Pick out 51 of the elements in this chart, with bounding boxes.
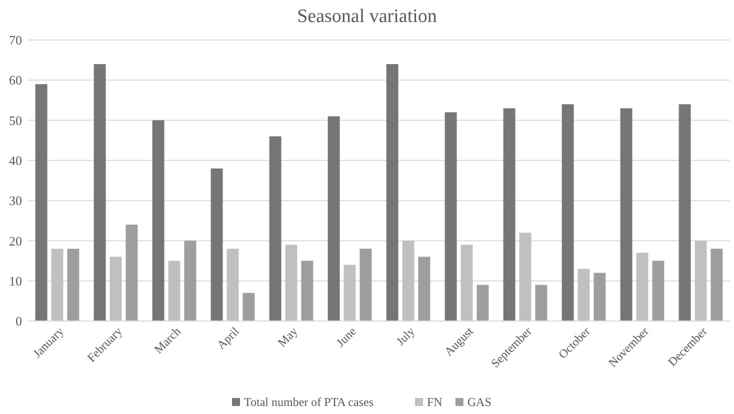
- y-tick-label: 50: [9, 112, 22, 128]
- bar: [226, 248, 239, 321]
- bar: [386, 64, 398, 321]
- bar: [694, 240, 707, 321]
- bar: [535, 284, 548, 321]
- bar: [418, 256, 430, 321]
- bar: [636, 252, 648, 321]
- bar: [360, 248, 372, 321]
- bar: [344, 264, 356, 321]
- bar: [301, 260, 314, 321]
- x-tick-label: June: [333, 324, 359, 350]
- x-tick-label: May: [274, 324, 300, 350]
- bar: [328, 116, 340, 321]
- bar: [210, 168, 223, 321]
- bar: [35, 84, 48, 321]
- bar: [710, 248, 723, 321]
- bar: [652, 260, 664, 321]
- bar: [620, 108, 632, 321]
- legend-label: GAS: [467, 395, 492, 410]
- bar: [476, 284, 489, 321]
- y-tick-label: 30: [9, 193, 22, 208]
- bar: [67, 248, 80, 321]
- bar: [269, 136, 282, 321]
- bar: [242, 292, 255, 321]
- y-tick-label: 0: [16, 314, 22, 329]
- bar: [152, 120, 164, 321]
- y-tick-label: 20: [9, 233, 22, 248]
- bar: [503, 108, 516, 321]
- chart-title: Seasonal variation: [297, 6, 438, 27]
- bar: [578, 268, 590, 321]
- bar: [562, 104, 574, 321]
- y-tick-label: 10: [9, 273, 22, 288]
- bar: [184, 240, 196, 321]
- bar: [51, 248, 64, 321]
- y-tick-label: 70: [9, 32, 22, 48]
- bar: [94, 64, 106, 321]
- bar: [594, 272, 606, 321]
- x-tick-label: July: [393, 324, 418, 348]
- legend-label: Total number of PTA cases: [244, 395, 374, 410]
- bar: [110, 256, 122, 321]
- bar: [285, 244, 298, 321]
- bar: [678, 104, 691, 321]
- bar: [444, 112, 457, 321]
- legend-label: FN: [427, 395, 443, 410]
- bar: [402, 240, 414, 321]
- bar: [460, 244, 473, 321]
- y-tick-label: 40: [9, 152, 22, 168]
- bar: [168, 260, 180, 321]
- bar: [519, 232, 532, 321]
- bar: [126, 224, 138, 321]
- y-tick-label: 60: [9, 72, 22, 88]
